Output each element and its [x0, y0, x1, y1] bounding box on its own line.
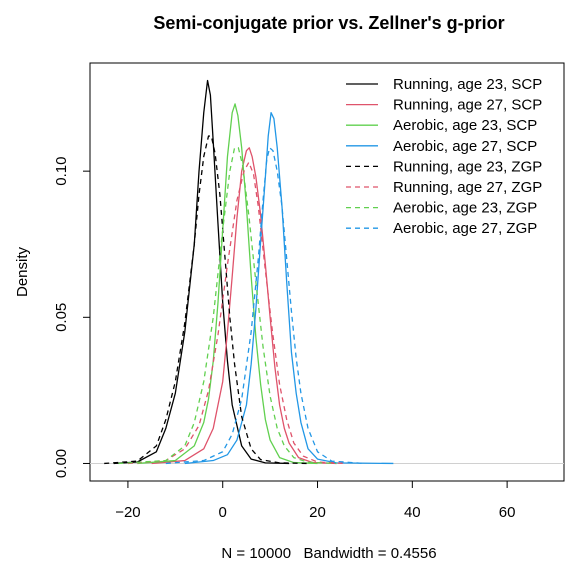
y-axis: 0.00 0.05 0.10 [53, 157, 91, 478]
y-tick-label: 0.00 [53, 449, 70, 478]
x-tick-label: 20 [309, 504, 326, 521]
y-tick-label: 0.05 [53, 303, 70, 332]
legend-label: Running, age 27, ZGP [393, 179, 542, 196]
legend-label: Running, age 23, ZGP [393, 158, 542, 175]
series-lines [90, 79, 564, 465]
series-line-7 [118, 147, 337, 465]
series-line-4 [184, 112, 394, 465]
legend-label: Running, age 27, SCP [393, 97, 542, 114]
series-line-6 [127, 161, 346, 465]
y-axis-label: Density [14, 246, 31, 297]
chart-title: Semi-conjugate prior vs. Zellner's g-pri… [153, 13, 504, 33]
series-line-5 [104, 135, 309, 465]
x-tick-label: 40 [404, 504, 421, 521]
y-tick-label: 0.10 [53, 157, 70, 186]
x-axis: −20 0 20 40 60 [115, 480, 516, 521]
x-tick-label: 0 [219, 504, 227, 521]
series-line-3 [137, 103, 318, 465]
series-line-1 [113, 79, 290, 465]
legend-label: Running, age 23, SCP [393, 76, 542, 93]
legend-label: Aerobic, age 27, ZGP [393, 220, 537, 237]
legend-label: Aerobic, age 23, ZGP [393, 200, 537, 217]
x-tick-label: −20 [115, 504, 140, 521]
x-axis-label: N = 10000 Bandwidth = 0.4556 [221, 545, 436, 562]
legend-label: Aerobic, age 27, SCP [393, 138, 537, 155]
series-line-8 [165, 147, 365, 465]
x-tick-label: 60 [499, 504, 516, 521]
series-line-2 [151, 147, 337, 465]
legend-label: Aerobic, age 23, SCP [393, 117, 537, 134]
legend: Running, age 23, SCP Running, age 27, SCP… [346, 76, 542, 237]
